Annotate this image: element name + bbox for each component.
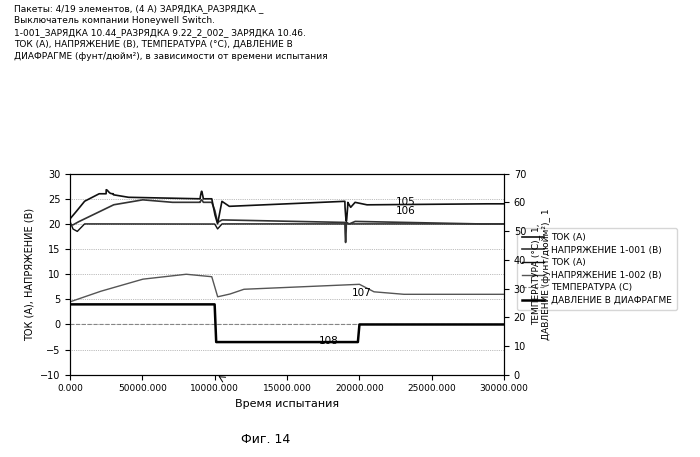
X-axis label: Время испытания: Время испытания — [235, 399, 339, 409]
Text: Пакеты: 4/19 элементов, (4 А) ЗАРЯДКА_РАЗРЯДКА _
Выключатель компании Honeywell : Пакеты: 4/19 элементов, (4 А) ЗАРЯДКА_РА… — [14, 5, 328, 61]
Text: Фиг. 14: Фиг. 14 — [241, 433, 290, 446]
Text: 107: 107 — [352, 288, 372, 298]
Y-axis label: ТОК (А), НАПРЯЖЕНИЕ (В): ТОК (А), НАПРЯЖЕНИЕ (В) — [25, 207, 34, 341]
Text: 106: 106 — [395, 207, 415, 216]
Text: 104: 104 — [0, 456, 1, 457]
Text: 108: 108 — [318, 336, 339, 346]
Legend: ТОК (А), НАПРЯЖЕНИЕ 1-001 (В), ТОК (А), НАПРЯЖЕНИЕ 1-002 (В), ТЕМПЕРАТУРА (С), Д: ТОК (А), НАПРЯЖЕНИЕ 1-001 (В), ТОК (А), … — [517, 228, 677, 309]
Y-axis label: ТЕМПЕРАТУРА (°С)_ 1,
ДАВЛЕНИЕ (фунт/дюйм²)_ 1: ТЕМПЕРАТУРА (°С)_ 1, ДАВЛЕНИЕ (фунт/дюйм… — [532, 208, 551, 340]
Text: 109: 109 — [0, 456, 1, 457]
Text: 105: 105 — [395, 197, 415, 207]
